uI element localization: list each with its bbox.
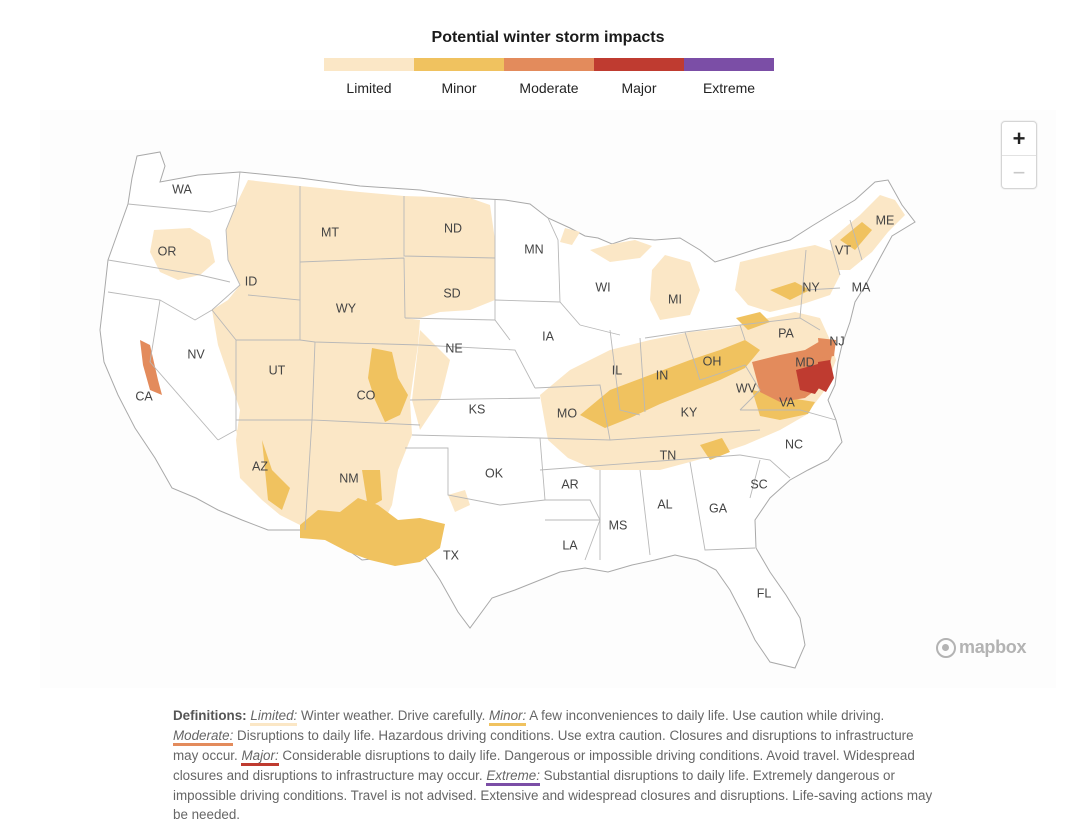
state-label-mn: MN [524, 242, 543, 256]
state-label-vt: VT [835, 243, 851, 257]
legend-label-limited: Limited [346, 80, 392, 96]
state-label-or: OR [158, 244, 177, 258]
state-label-ma: MA [852, 280, 871, 294]
definition-term-limited: Limited: [250, 706, 298, 726]
definitions-text: Definitions: Limited: Winter weather. Dr… [173, 706, 933, 824]
state-label-oh: OH [703, 354, 722, 368]
definition-text-major: Considerable disruptions to daily life. … [173, 748, 915, 783]
definition-term-major: Major: [241, 746, 279, 766]
state-label-ia: IA [542, 329, 554, 343]
term-underline-moderate [173, 743, 234, 746]
state-label-in: IN [656, 368, 669, 382]
state-label-sc: SC [750, 477, 767, 491]
state-label-tx: TX [443, 548, 460, 562]
state-labels: WA OR CA ID NV MT WY UT AZ CO NM ND SD N… [135, 182, 894, 600]
state-label-ks: KS [469, 402, 486, 416]
state-label-ut: UT [269, 363, 286, 377]
state-label-fl: FL [757, 586, 772, 600]
state-borders [107, 171, 863, 561]
state-label-nv: NV [187, 347, 205, 361]
term-label: Limited: [250, 708, 298, 723]
state-label-ok: OK [485, 466, 504, 480]
state-label-il: IL [612, 363, 622, 377]
impact-major-regions [796, 360, 834, 394]
legend-swatch-moderate [504, 58, 594, 71]
legend-swatch-minor [414, 58, 504, 71]
state-label-ar: AR [561, 477, 578, 491]
legend-label-major: Major [621, 80, 657, 96]
state-label-ms: MS [609, 518, 628, 532]
state-label-nd: ND [444, 221, 462, 235]
state-label-wv: WV [736, 381, 757, 395]
state-label-nj: NJ [829, 334, 844, 348]
mapbox-attribution[interactable]: mapbox [936, 637, 1027, 658]
state-label-mt: MT [321, 225, 339, 239]
state-label-ne: NE [445, 341, 462, 355]
state-label-al: AL [657, 497, 672, 511]
mapbox-logo-icon [936, 637, 956, 658]
legend-swatch-extreme [684, 58, 774, 71]
term-underline-minor [489, 723, 527, 726]
state-label-la: LA [562, 538, 578, 552]
definitions-heading: Definitions: [173, 708, 247, 723]
state-label-me: ME [876, 213, 895, 227]
state-label-wa: WA [172, 182, 192, 196]
definition-term-extreme: Extreme: [486, 766, 540, 786]
definition-text-limited: Winter weather. Drive carefully. [297, 708, 490, 723]
us-map[interactable]: WA OR CA ID NV MT WY UT AZ CO NM ND SD N… [0, 0, 1080, 700]
term-underline-extreme [486, 783, 540, 786]
state-label-id: ID [245, 274, 258, 288]
legend-label-moderate: Moderate [519, 80, 579, 96]
state-label-mo: MO [557, 406, 577, 420]
state-label-md: MD [795, 355, 814, 369]
state-label-tn: TN [660, 448, 677, 462]
legend-labels: Limited Minor Moderate Major Extreme [324, 80, 774, 96]
legend-swatch-major [594, 58, 684, 71]
legend-swatch-limited [324, 58, 414, 71]
definition-term-minor: Minor: [489, 706, 527, 726]
mapbox-wordmark: mapbox [959, 637, 1027, 657]
state-label-nm: NM [339, 471, 358, 485]
state-label-az: AZ [252, 459, 268, 473]
state-label-ca: CA [135, 389, 153, 403]
zoom-out-button[interactable]: − [1012, 159, 1026, 185]
zoom-in-button[interactable]: + [1002, 122, 1036, 156]
definition-term-moderate: Moderate: [173, 726, 234, 746]
term-label: Extreme: [486, 768, 540, 783]
state-label-ky: KY [681, 405, 698, 419]
state-label-co: CO [357, 388, 376, 402]
state-label-nc: NC [785, 437, 803, 451]
state-label-wy: WY [336, 301, 357, 315]
definition-text-minor: A few inconveniences to daily life. Use … [526, 708, 885, 723]
definition-text-extreme: Substantial disruptions to daily life. E… [173, 768, 933, 822]
term-underline-limited [250, 723, 298, 726]
legend-color-bar [324, 58, 774, 71]
state-label-wi: WI [595, 280, 610, 294]
map-title: Potential winter storm impacts [431, 29, 665, 46]
state-label-ny: NY [802, 280, 820, 294]
term-label: Major: [241, 748, 279, 763]
term-label: Minor: [489, 708, 527, 723]
state-label-mi: MI [668, 292, 682, 306]
term-label: Moderate: [173, 728, 234, 743]
legend-label-extreme: Extreme [702, 80, 756, 96]
legend-label-minor: Minor [441, 80, 477, 96]
state-label-va: VA [779, 395, 795, 409]
state-label-ga: GA [709, 501, 728, 515]
definition-text-moderate: Disruptions to daily life. Hazardous dri… [173, 728, 914, 763]
zoom-control: + − [1001, 121, 1037, 189]
state-label-pa: PA [778, 326, 794, 340]
term-underline-major [241, 763, 279, 766]
impact-minor-regions [262, 222, 872, 566]
state-label-sd: SD [443, 286, 460, 300]
